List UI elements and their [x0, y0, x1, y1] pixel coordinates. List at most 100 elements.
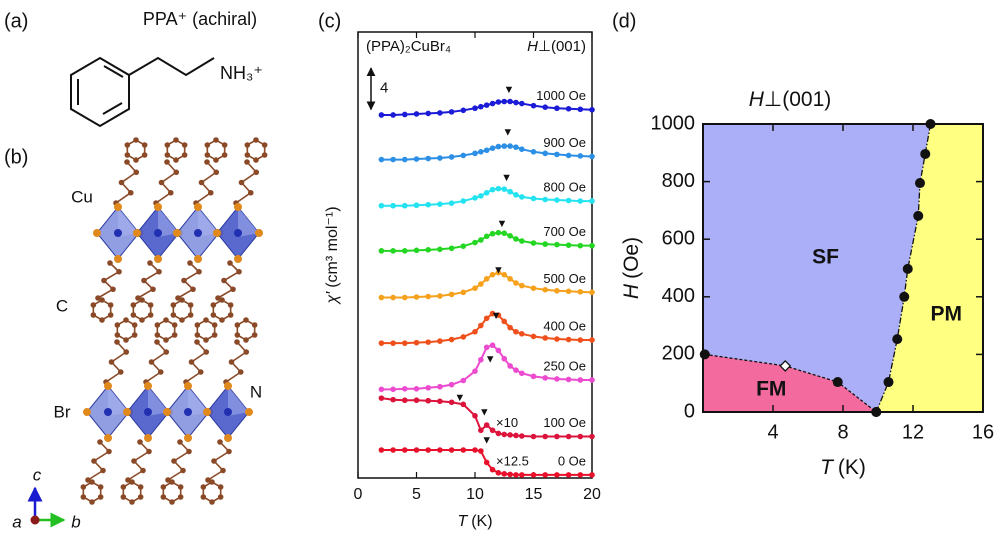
scale-factor: ×10: [496, 415, 518, 430]
carbon: [227, 260, 233, 266]
data-point: [414, 294, 420, 300]
carbon: [262, 142, 268, 148]
data-point: [414, 340, 420, 346]
data-point: [449, 200, 455, 206]
data-point: [390, 447, 396, 453]
bromine: [194, 203, 202, 211]
data-point: [472, 329, 478, 335]
ring-bond: [197, 320, 214, 340]
data-point: [554, 472, 560, 478]
x-tick-label: 8: [837, 421, 848, 443]
x-axis-title-part: T: [820, 456, 835, 479]
data-point: [379, 387, 385, 393]
x-tick-label: 12: [902, 421, 924, 443]
carbon: [203, 317, 209, 323]
carbon: [226, 449, 232, 455]
x-axis-title-part: T: [457, 513, 468, 530]
data-point: [414, 248, 420, 254]
carbon: [128, 190, 134, 196]
carbon: [146, 449, 152, 455]
data-point: [513, 144, 519, 150]
data-point: [554, 242, 560, 248]
y-tick-label: 0: [684, 400, 695, 422]
y-tick-label: 1000: [651, 112, 696, 134]
data-point: [915, 178, 925, 188]
data-point: [507, 325, 513, 331]
y-tick-label: 800: [662, 170, 695, 192]
peak-marker: ▼: [502, 127, 513, 139]
data-point: [519, 472, 525, 478]
data-point: [472, 368, 478, 374]
carbon: [148, 312, 154, 318]
carbon: [125, 152, 131, 158]
carbon: [89, 479, 95, 485]
chart-subtitle-part: H: [527, 38, 538, 55]
carbon: [155, 322, 161, 328]
ring-bond: [93, 300, 110, 320]
data-point: [490, 187, 496, 193]
carbon: [147, 260, 153, 266]
carbon: [91, 458, 97, 464]
data-point: [501, 99, 507, 105]
data-point: [578, 243, 584, 249]
data-point: [566, 434, 572, 440]
data-point: [478, 357, 484, 363]
data-point: [554, 152, 560, 158]
carbon: [91, 302, 97, 308]
data-point: [472, 240, 478, 246]
data-point: [472, 447, 478, 453]
atom-label: C: [56, 296, 68, 315]
series-label: 500 Oe: [543, 271, 586, 286]
carbon: [204, 159, 210, 165]
carbon: [205, 152, 211, 158]
bromine: [114, 255, 122, 263]
chart-title: H⊥(001): [749, 88, 832, 111]
carbon: [178, 494, 184, 500]
carbon: [138, 484, 144, 490]
data-point: [501, 432, 507, 438]
data-point: [566, 377, 572, 383]
carbon: [198, 369, 204, 375]
data-point: [507, 472, 513, 478]
data-point: [402, 112, 408, 118]
data-point: [542, 434, 548, 440]
data-point: [542, 241, 548, 247]
carbon: [107, 260, 113, 266]
data-point: [554, 197, 560, 203]
data-point: [833, 377, 843, 387]
data-point: [589, 290, 595, 296]
carbon: [172, 322, 178, 328]
carbon: [99, 297, 105, 303]
bromine: [224, 382, 232, 390]
data-point: [578, 106, 584, 112]
axis-label: c: [33, 465, 42, 484]
data-point: [501, 356, 507, 362]
bromine: [203, 408, 211, 416]
ring-bond: [237, 320, 254, 340]
data-point: [892, 334, 902, 344]
carbon: [142, 152, 148, 158]
data-point: [390, 112, 396, 118]
bromine: [154, 203, 162, 211]
carbon: [188, 312, 194, 318]
peak-marker: ▼: [501, 172, 512, 184]
carbon: [163, 337, 169, 343]
carbon: [229, 359, 235, 365]
series-label: 400 Oe: [543, 318, 586, 333]
data-point: [425, 339, 431, 345]
data-point: [472, 285, 478, 291]
ring-bond: [133, 300, 150, 320]
carbon: [139, 297, 145, 303]
carbon: [253, 137, 259, 143]
carbon: [169, 479, 175, 485]
data-point: [478, 281, 484, 287]
carbon: [243, 349, 249, 355]
carbon: [123, 317, 129, 323]
series-label: 800 Oe: [543, 180, 586, 195]
carbon: [211, 312, 217, 318]
data-point: [501, 143, 507, 149]
carbon: [220, 468, 226, 474]
carbon: [196, 269, 202, 275]
bromine: [173, 229, 181, 237]
carbon: [101, 278, 107, 284]
